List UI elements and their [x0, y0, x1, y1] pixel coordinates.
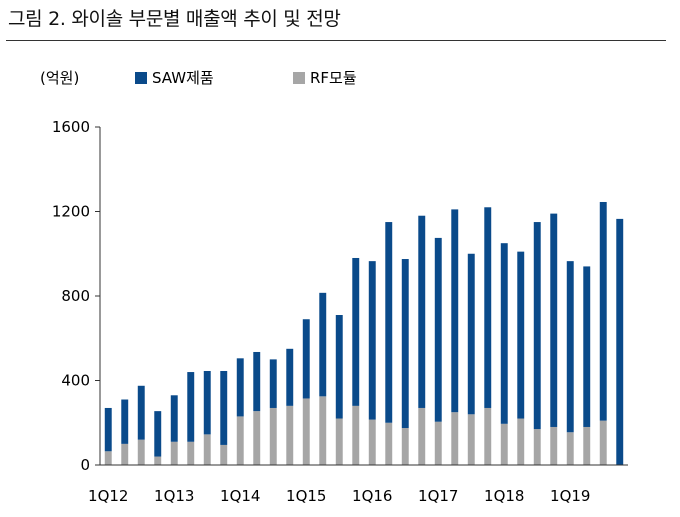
bar-rf-segment [302, 398, 310, 465]
y-tick-label: 1600 [52, 118, 90, 136]
bar-saw-segment [269, 359, 277, 408]
bar-saw-segment [500, 243, 508, 424]
bar-saw-segment [286, 348, 294, 406]
legend-swatch-saw [135, 72, 147, 84]
bar-rf-segment [335, 418, 343, 465]
figure-title: 그림 2. 와이솔 부문별 매출액 추이 및 전망 [8, 8, 341, 30]
bar-rf-segment [352, 405, 360, 465]
legend: SAW제품 RF모듈 [135, 69, 357, 87]
bar-rf-segment [467, 414, 475, 465]
bar-rf-segment [550, 426, 558, 465]
x-tick-label: 1Q17 [418, 487, 458, 505]
x-tick-label: 1Q14 [220, 487, 260, 505]
bar-saw-segment [517, 251, 525, 419]
bar-saw-segment [302, 319, 310, 399]
bar-saw-segment [236, 358, 244, 417]
bar-rf-segment [418, 407, 426, 465]
bar-saw-segment [170, 395, 178, 442]
bar-saw-segment [401, 259, 409, 429]
bar-rf-segment [319, 396, 327, 465]
bar-rf-segment [533, 429, 541, 465]
legend-label-rf: RF모듈 [310, 69, 357, 87]
bar-saw-segment [121, 399, 129, 444]
y-tick-label: 400 [61, 372, 90, 390]
bar-saw-segment [550, 213, 558, 427]
y-tick-label: 1200 [52, 203, 90, 221]
bar-saw-segment [154, 411, 162, 457]
bar-saw-segment [599, 201, 607, 421]
y-unit-label: (억원) [40, 69, 79, 87]
bar-rf-segment [583, 426, 591, 465]
bar-rf-segment [187, 441, 195, 465]
bar-rf-segment [599, 420, 607, 465]
bar-rf-segment [269, 407, 277, 465]
bar-rf-segment [253, 411, 261, 465]
x-tick-label: 1Q18 [484, 487, 524, 505]
bar-rf-segment [236, 416, 244, 465]
x-tick-label: 1Q15 [286, 487, 326, 505]
y-tick-label: 0 [80, 456, 90, 474]
bar-saw-segment [566, 261, 574, 433]
bar-rf-segment [500, 423, 508, 465]
bar-saw-segment [187, 372, 195, 442]
x-tick-label: 1Q12 [88, 487, 128, 505]
bar-saw-segment [253, 351, 261, 412]
bar-rf-segment [104, 451, 112, 465]
bar-rf-segment [484, 407, 492, 465]
bar-saw-segment [533, 222, 541, 430]
bar-rf-segment [286, 405, 294, 465]
bar-rf-segment [137, 439, 145, 465]
bar-rf-segment [451, 412, 459, 465]
title-divider [6, 40, 666, 41]
bar-rf-segment [121, 443, 129, 466]
bar-rf-segment [368, 419, 376, 465]
bar-saw-segment [385, 222, 393, 423]
bar-saw-segment [104, 407, 112, 452]
bars [104, 201, 624, 466]
bar-saw-segment [616, 218, 624, 465]
bar-rf-segment [170, 441, 178, 465]
bar-rf-segment [203, 434, 211, 465]
bar-rf-segment [154, 456, 162, 465]
bar-saw-segment [368, 261, 376, 420]
x-axis: 1Q12 1Q13 1Q14 1Q15 1Q16 1Q17 1Q18 1Q19 [88, 464, 628, 505]
legend-swatch-rf [293, 72, 305, 84]
x-tick-label: 1Q19 [550, 487, 590, 505]
bar-saw-segment [220, 370, 228, 445]
x-tick-label: 1Q13 [154, 487, 194, 505]
bar-rf-segment [401, 428, 409, 465]
bar-saw-segment [484, 207, 492, 408]
y-tick-label: 800 [61, 287, 90, 305]
bar-rf-segment [220, 444, 228, 465]
bar-saw-segment [418, 215, 426, 408]
bar-saw-segment [467, 253, 475, 415]
legend-label-saw: SAW제품 [152, 69, 214, 87]
bar-rf-segment [566, 432, 574, 465]
bar-saw-segment [319, 292, 327, 397]
bar-saw-segment [451, 209, 459, 413]
bar-rf-segment [385, 422, 393, 465]
bar-rf-segment [517, 418, 525, 465]
x-tick-label: 1Q16 [352, 487, 392, 505]
bar-saw-segment [352, 257, 360, 406]
y-axis: 0 400 800 1200 1600 [52, 118, 101, 474]
bar-saw-segment [434, 237, 442, 422]
bar-saw-segment [583, 266, 591, 427]
bar-saw-segment [335, 315, 343, 419]
bar-rf-segment [434, 421, 442, 465]
bar-saw-segment [137, 385, 145, 440]
bar-saw-segment [203, 370, 211, 435]
